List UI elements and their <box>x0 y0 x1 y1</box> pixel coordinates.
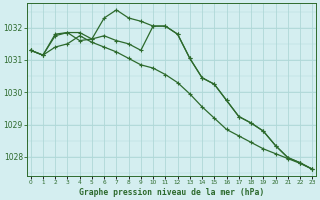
X-axis label: Graphe pression niveau de la mer (hPa): Graphe pression niveau de la mer (hPa) <box>79 188 264 197</box>
